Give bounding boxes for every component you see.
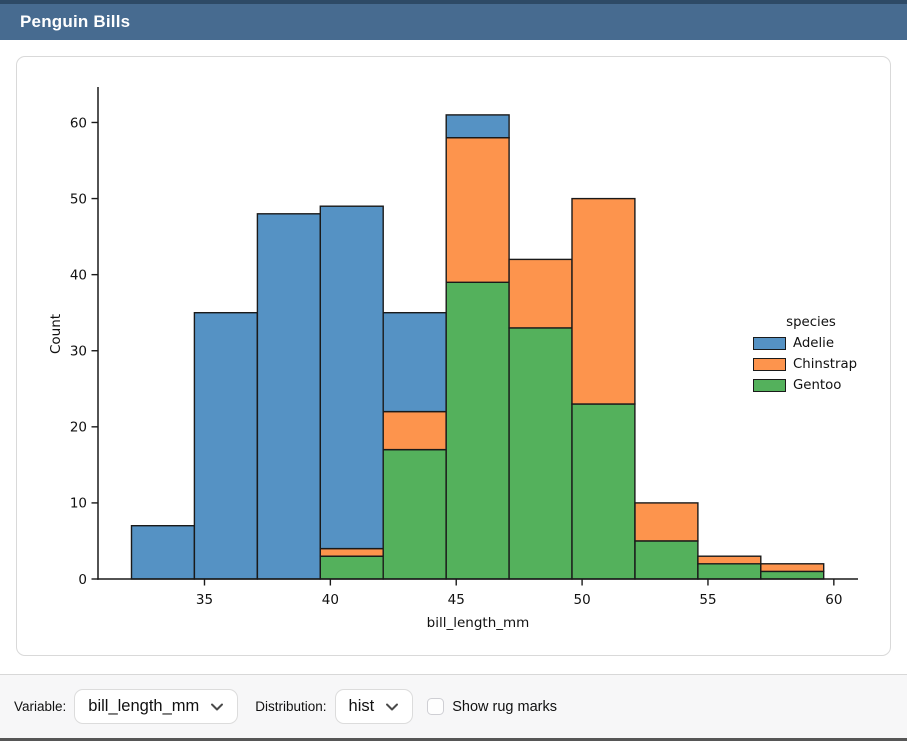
distribution-label: Distribution: <box>255 699 327 714</box>
histogram-bar-chinstrap-bin9 <box>697 555 762 565</box>
x-tick-label: 45 <box>448 592 465 608</box>
y-tick-label: 60 <box>70 115 87 131</box>
legend-entry-chinstrap: Chinstrap <box>753 356 869 372</box>
histogram-bar-gentoo-bin10 <box>760 570 825 580</box>
variable-label: Variable: <box>14 699 67 714</box>
app-title: Penguin Bills <box>20 12 131 31</box>
legend-entry-adelie: Adelie <box>753 335 869 351</box>
legend-entry-gentoo: Gentoo <box>753 377 869 393</box>
histogram-bar-adelie-bin2 <box>256 213 321 580</box>
histogram-bar-gentoo-bin6 <box>508 327 573 580</box>
y-tick-label: 10 <box>70 496 87 512</box>
show-rug-label: Show rug marks <box>452 698 557 715</box>
legend-title: species <box>786 315 836 330</box>
histogram-bar-adelie-bin4 <box>382 311 447 413</box>
controls-bar: Variable: bill_length_mm Distribution: h… <box>0 674 907 738</box>
y-axis-label: Count <box>48 314 64 354</box>
show-rug-checkbox[interactable] <box>427 698 445 715</box>
chevron-down-icon <box>385 702 399 712</box>
y-tick-label: 20 <box>70 420 87 436</box>
histogram-bar-chinstrap-bin3 <box>319 547 384 557</box>
histogram-bar-gentoo-bin4 <box>382 449 447 580</box>
y-tick-label: 40 <box>70 267 87 283</box>
histogram-bar-gentoo-bin3 <box>319 555 384 580</box>
variable-select-value: bill_length_mm <box>88 697 200 715</box>
histogram-bar-chinstrap-bin8 <box>634 502 699 542</box>
histogram-svg: 35 40 45 50 55 60 0 10 20 30 40 50 60 bill_length_mm C… <box>48 87 858 631</box>
y-tick-label: 30 <box>70 344 87 360</box>
histogram-bar-chinstrap-bin4 <box>382 410 447 451</box>
histogram-bar-adelie-bin1 <box>193 311 258 580</box>
legend-swatch-chinstrap-icon <box>753 357 786 371</box>
histogram-bar-gentoo-bin7 <box>571 403 636 580</box>
y-tick-label: 50 <box>70 191 87 207</box>
x-tick-label: 35 <box>196 592 213 608</box>
title-bar: Penguin Bills <box>0 0 907 40</box>
x-tick-label: 40 <box>322 592 339 608</box>
x-tick-label: 50 <box>574 592 591 608</box>
x-tick-label: 55 <box>699 592 716 608</box>
legend-swatch-adelie-icon <box>753 336 786 350</box>
chevron-down-icon <box>210 702 224 712</box>
histogram-bar-adelie-bin0 <box>130 525 196 580</box>
legend-label-gentoo: Gentoo <box>793 377 842 393</box>
y-tick-label: 0 <box>78 572 87 588</box>
legend-label-chinstrap: Chinstrap <box>793 356 858 372</box>
distribution-select[interactable]: hist <box>334 689 414 724</box>
legend-swatch-gentoo-icon <box>753 378 786 392</box>
histogram-bar-chinstrap-bin6 <box>508 258 573 329</box>
window-bottom-edge <box>0 738 907 741</box>
chart-legend: species Adelie Chinstrap Gentoo <box>753 315 869 399</box>
histogram-bar-chinstrap-bin5 <box>445 136 510 284</box>
distribution-select-value: hist <box>348 697 375 715</box>
chart-card: 35 40 45 50 55 60 0 10 20 30 40 50 60 bill_length_mm C… <box>16 56 891 656</box>
histogram-bar-chinstrap-bin10 <box>760 563 825 573</box>
histogram-bar-adelie-bin3 <box>319 205 384 550</box>
histogram-bar-gentoo-bin9 <box>697 563 762 580</box>
legend-label-adelie: Adelie <box>793 335 835 351</box>
histogram-bar-chinstrap-bin7 <box>571 197 636 405</box>
histogram-bar-gentoo-bin5 <box>445 281 510 580</box>
histogram-bar-adelie-bin5 <box>445 114 510 139</box>
histogram-bar-gentoo-bin8 <box>634 540 699 580</box>
variable-select[interactable]: bill_length_mm <box>74 689 239 724</box>
x-tick-label: 60 <box>825 592 842 608</box>
x-axis-label: bill_length_mm <box>427 615 530 631</box>
